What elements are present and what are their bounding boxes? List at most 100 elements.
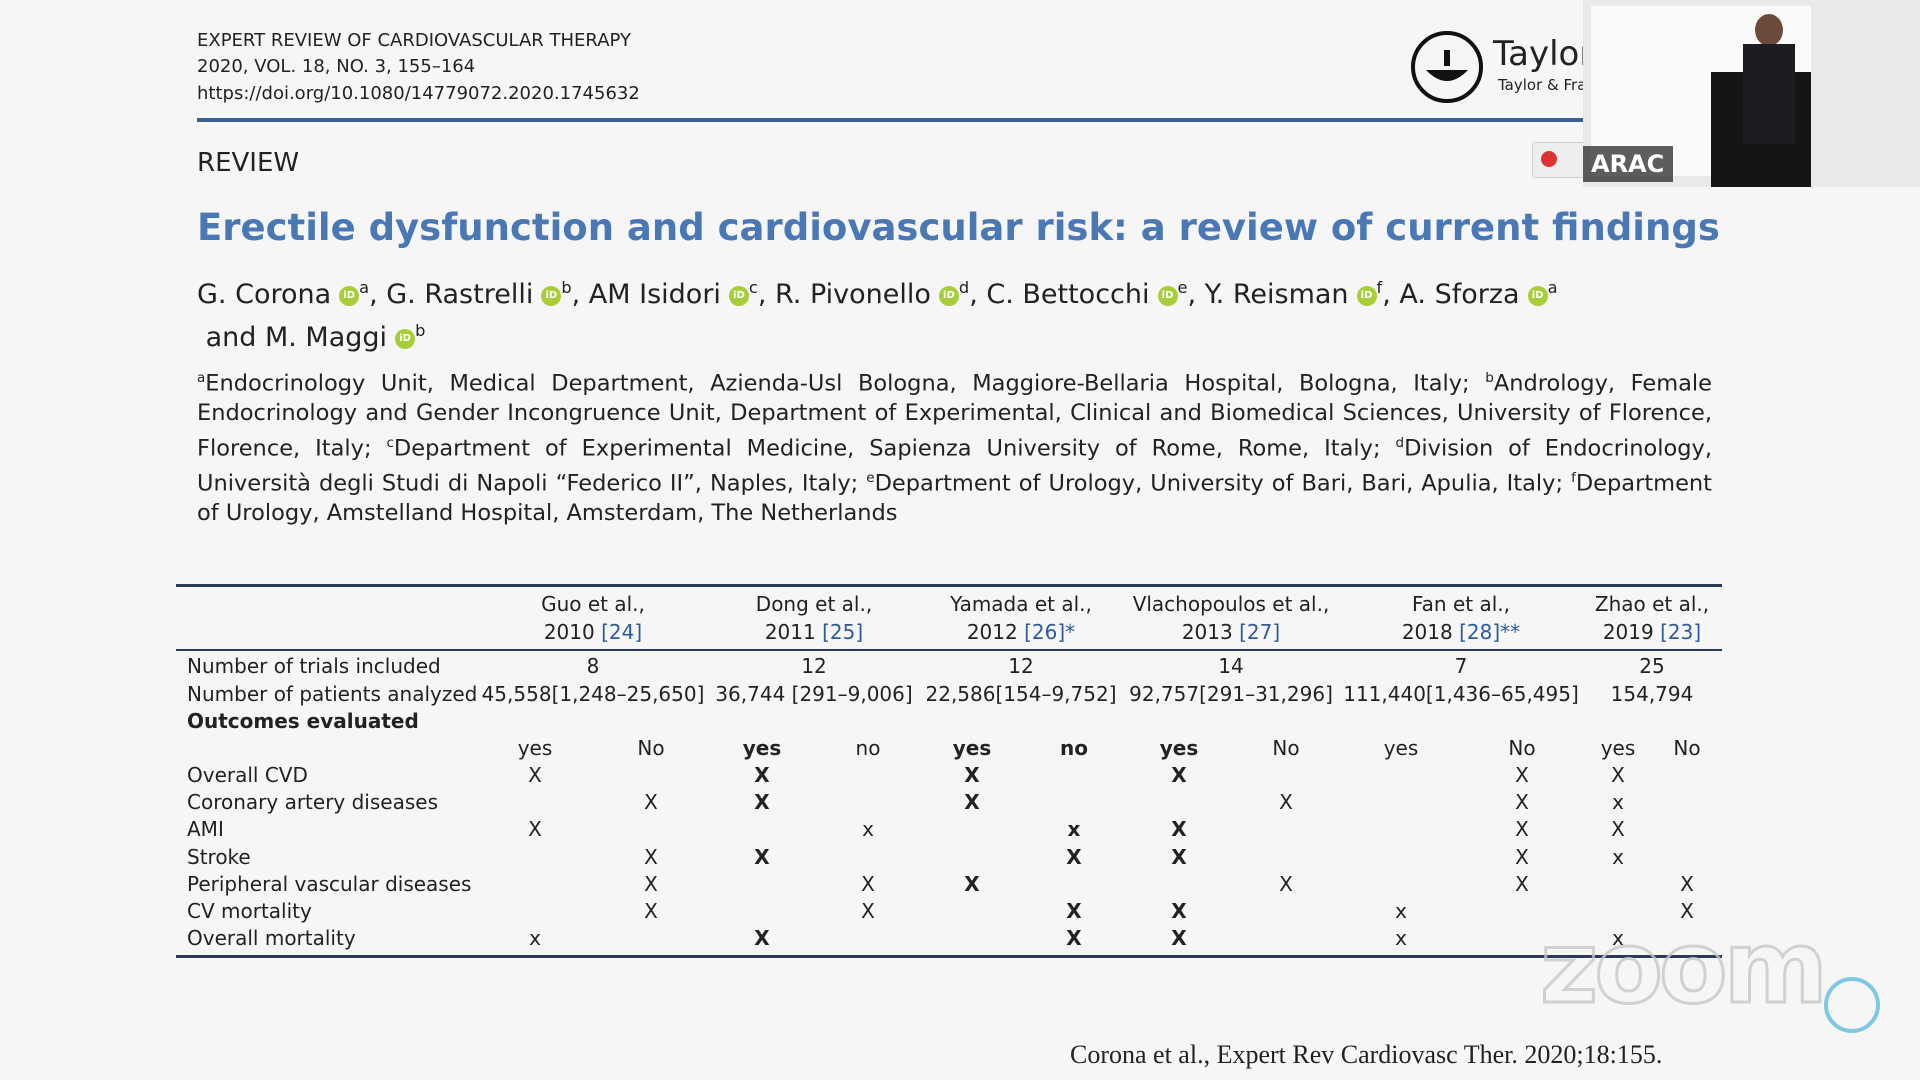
zoom-watermark: zoom [1539, 909, 1830, 1026]
outcome-mark: x [529, 926, 541, 951]
study-year: 2013 [1181, 620, 1233, 644]
outcome-mark: X [528, 763, 542, 787]
author-sup: a [1547, 278, 1558, 297]
author-name: C. Bettocchi [986, 279, 1150, 310]
outcome-mark: x [1612, 926, 1624, 951]
study-year-ref: 2013 [27] [1182, 620, 1280, 644]
yes-no-header: No [1673, 736, 1701, 760]
outcome-mark: X [1680, 899, 1694, 923]
yes-no-header: yes [952, 736, 992, 760]
yes-no-header: No [1508, 736, 1536, 760]
outcome-mark: X [1171, 817, 1187, 842]
orcid-icon: iD [541, 285, 562, 306]
affiliation-sup: a [197, 370, 206, 386]
author-name: R. Pivonello [775, 279, 931, 310]
summary-value: 14 [1218, 654, 1244, 678]
outcome-mark: X [1066, 899, 1082, 923]
author-sup: a [359, 278, 370, 297]
orcid-icon: iD [339, 285, 360, 306]
summary-value: 92,757[291–31,296] [1129, 682, 1333, 706]
citation: Corona et al., Expert Rev Cardiovasc The… [1070, 1040, 1663, 1069]
video-label: ARAC [1591, 150, 1665, 178]
author-name: M. Maggi [264, 322, 388, 353]
affiliation-text: Department of Urology, University of Bar… [874, 470, 1572, 497]
row-label: Number of trials included [187, 654, 441, 678]
summary-value: 25 [1639, 654, 1665, 678]
outcome-mark: X [754, 763, 770, 787]
summary-value: 8 [586, 654, 600, 678]
study-year-ref: 2012 [26]* [967, 620, 1075, 644]
author-separator: , [969, 279, 987, 310]
row-label: Overall mortality [187, 926, 356, 951]
study-name: Yamada et al., [950, 592, 1092, 616]
outcome-mark: X [1611, 817, 1625, 842]
orcid-icon: iD [1356, 285, 1377, 306]
publisher-name: Taylor [1493, 34, 1594, 74]
affiliation-text: Department of Experimental Medicine, Sap… [393, 435, 1396, 462]
outcome-mark: X [1515, 871, 1529, 896]
summary-value: 7 [1454, 654, 1468, 678]
author-name: AM Isidori [588, 279, 721, 310]
section-label: REVIEW [197, 148, 300, 178]
outcome-mark: X [1279, 871, 1293, 896]
outcome-mark: x [1067, 817, 1081, 842]
yes-no-header: no [855, 736, 881, 760]
outcome-mark: X [644, 790, 658, 815]
affiliation-text: Division of Endocrinology, Università de… [197, 435, 1712, 497]
outcome-mark: x [862, 817, 874, 842]
row-label: Peripheral vascular diseases [187, 871, 472, 896]
outcome-mark: X [1515, 817, 1529, 842]
publisher-sub: Taylor & Fra [1498, 76, 1587, 94]
study-year-ref: 2010 [24] [544, 620, 642, 644]
author-name: G. Rastrelli [386, 279, 534, 310]
orcid-icon: iD [938, 285, 959, 306]
outcome-mark: X [1171, 763, 1187, 787]
author-sup: d [958, 278, 970, 297]
outcome-mark: X [644, 844, 658, 869]
outcome-mark: X [861, 899, 875, 923]
yes-no-header: yes [1159, 736, 1199, 760]
study-name: Vlachopoulos et al., [1132, 592, 1330, 616]
bookmark-icon [1532, 142, 1586, 178]
yes-no-header: No [637, 736, 665, 760]
affiliation-sup: b [1485, 370, 1494, 386]
study-ref: [24] [601, 620, 643, 644]
row-label: CV mortality [187, 899, 312, 923]
study-year: 2018 [1401, 620, 1453, 644]
outcome-mark: X [644, 899, 658, 923]
author-separator: , [1187, 279, 1205, 310]
study-name: Zhao et al., [1594, 592, 1710, 616]
summary-value: 45,558[1,248–25,650] [481, 682, 705, 706]
outcome-mark: x [1395, 899, 1407, 923]
affiliation-sup: e [866, 469, 875, 486]
orcid-icon: iD [395, 328, 416, 349]
outcome-mark: X [1066, 844, 1082, 869]
outcome-mark: X [964, 871, 980, 896]
study-year: 2019 [1602, 620, 1654, 644]
affiliation-text: Endocrinology Unit, Medical Department, … [205, 370, 1486, 397]
author-sup: f [1376, 278, 1383, 297]
summary-value: 12 [1008, 654, 1034, 678]
study-year: 2011 [764, 620, 816, 644]
outcome-mark: X [964, 763, 980, 787]
outcome-mark: x [1612, 790, 1624, 815]
outcome-mark: X [1515, 763, 1529, 787]
table-rule [176, 584, 1722, 587]
yes-no-header: yes [517, 736, 553, 760]
author-separator: , [369, 279, 387, 310]
yes-no-header: no [1060, 736, 1088, 760]
summary-value: 111,440[1,436–65,495] [1343, 682, 1579, 706]
table-rule [176, 649, 1722, 651]
author-sup: b [415, 321, 426, 340]
watermark-logo [1824, 977, 1880, 1033]
outcome-mark: x [1395, 926, 1407, 951]
row-label: Overall CVD [187, 763, 308, 787]
affiliation-text: Department of Urology, Amstelland Hospit… [197, 470, 1712, 526]
journal-name: EXPERT REVIEW OF CARDIOVASCULAR THERAPY [197, 30, 631, 51]
outcome-mark: X [1066, 926, 1082, 951]
author-separator: and [197, 322, 265, 353]
summary-value: 12 [801, 654, 827, 678]
summary-value: 22,586[154–9,752] [925, 682, 1117, 706]
row-label: AMI [187, 817, 224, 842]
